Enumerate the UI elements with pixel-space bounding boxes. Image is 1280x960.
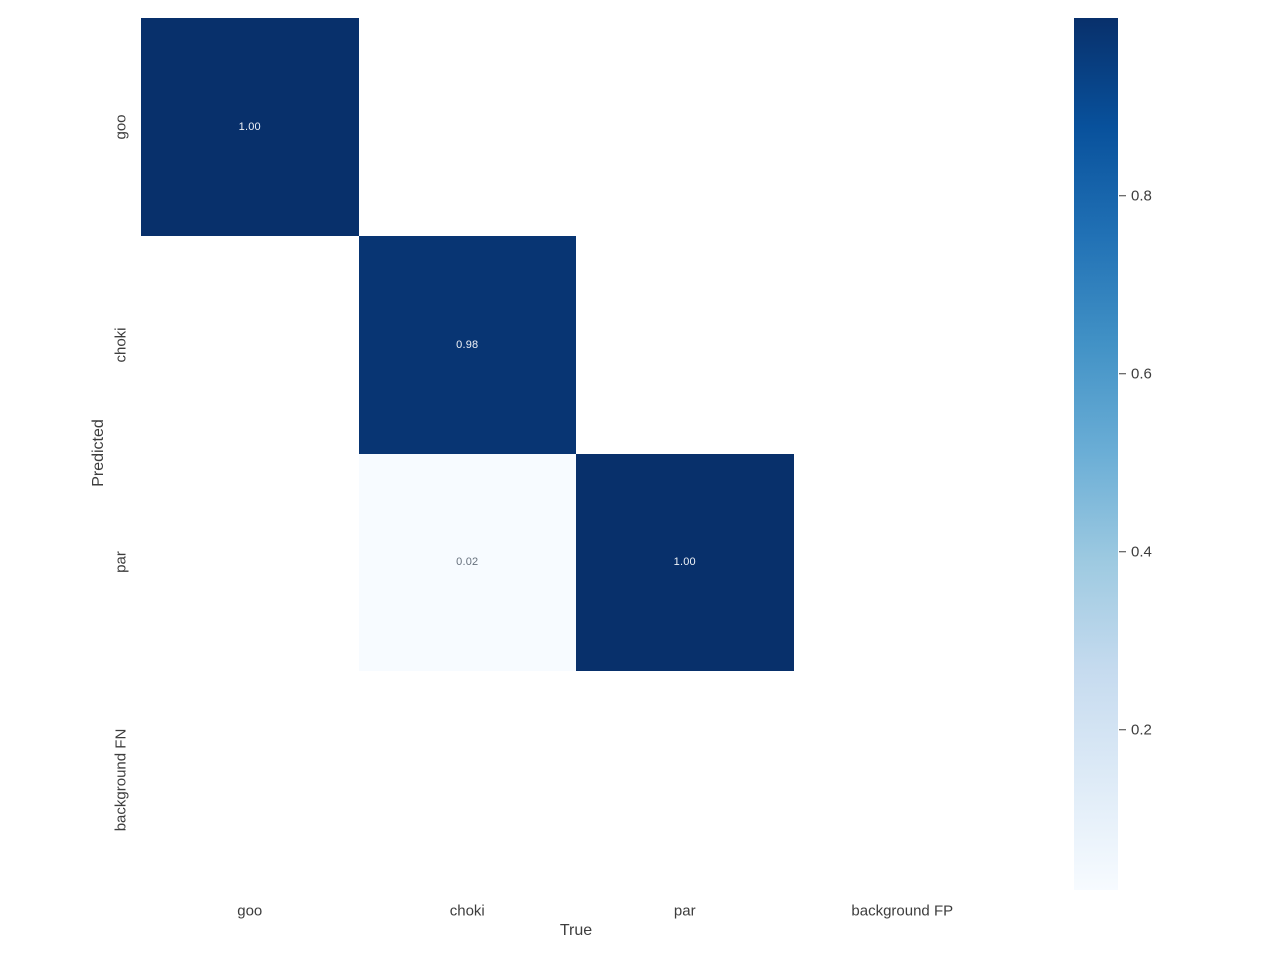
heatmap-cell-par-background-FP [793,453,1011,672]
colorbar-tick-label-0.4: 0.4 [1131,543,1152,561]
heatmap-cell-goo-background-FP [793,18,1011,236]
colorbar-tick-mark [1119,551,1126,553]
heatmap-cell-par-goo [141,453,359,672]
heatmap-cell-choki-goo [141,235,359,454]
colorbar-tick-mark [1119,373,1126,375]
y-tick-goo: goo [112,114,130,140]
colorbar-tick-label-0.8: 0.8 [1131,187,1152,205]
heatmap-grid: 1.00 0.98 0.02 1.00 [141,18,1011,889]
colorbar-tick-label-0.6: 0.6 [1131,365,1152,383]
heatmap-cell-goo-par [576,18,794,236]
colorbar-tick-label-0.2: 0.2 [1131,721,1152,739]
heatmap-cell-goo-choki [358,18,576,236]
y-tick-background-FN: background FN [112,728,130,832]
heatmap-cell-choki-par [576,235,794,454]
colorbar [1074,18,1118,890]
colorbar-tick-mark [1119,729,1126,731]
heatmap-cell-par-choki: 0.02 [358,453,576,672]
x-tick-par: par [673,902,696,920]
colorbar-tick-mark [1119,195,1126,197]
heatmap-cell-background-FN-background-FP [793,671,1011,889]
cell-value: 0.02 [456,556,479,569]
x-tick-choki: choki [449,902,485,920]
x-axis-title: True [559,922,593,939]
heatmap-cell-background-FN-goo [141,671,359,889]
y-axis-title: Predicted [90,419,107,487]
cell-value: 0.98 [456,338,479,351]
heatmap-cell-choki-background-FP [793,235,1011,454]
heatmap-cell-background-FN-choki [358,671,576,889]
y-tick-par: par [112,551,130,574]
cell-value: 1.00 [238,120,261,133]
x-tick-goo: goo [237,902,263,920]
heatmap-cell-background-FN-par [576,671,794,889]
heatmap-cell-choki-choki: 0.98 [358,235,576,454]
x-tick-background-FP: background FP [851,902,954,920]
heatmap-cell-par-par: 1.00 [576,453,794,672]
heatmap-cell-goo-goo: 1.00 [141,18,359,236]
y-tick-choki: choki [112,327,130,363]
cell-value: 1.00 [673,556,696,569]
